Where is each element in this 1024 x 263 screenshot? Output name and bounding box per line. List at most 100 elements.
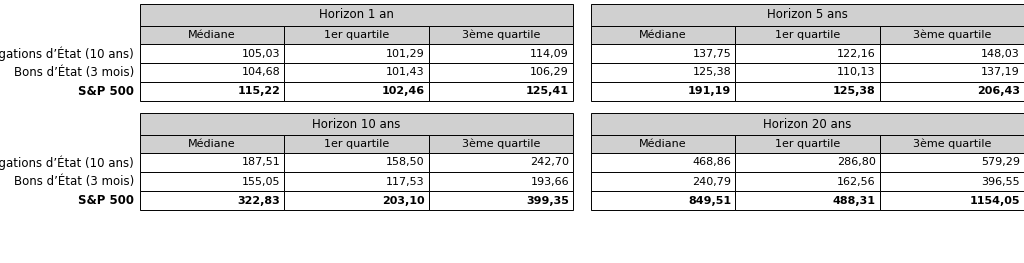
Text: 155,05: 155,05: [242, 176, 281, 186]
Bar: [591, 191, 735, 210]
Text: 3ème quartile: 3ème quartile: [912, 30, 991, 40]
Text: 110,13: 110,13: [838, 68, 876, 78]
Text: 102,46: 102,46: [382, 87, 425, 97]
Text: Médiane: Médiane: [188, 30, 236, 40]
Text: S&P 500: S&P 500: [78, 194, 134, 207]
Text: 125,38: 125,38: [692, 68, 731, 78]
Bar: [285, 82, 429, 101]
Bar: [429, 153, 573, 172]
Bar: [429, 63, 573, 82]
Text: 468,86: 468,86: [692, 158, 731, 168]
Bar: [880, 172, 1024, 191]
Text: 137,19: 137,19: [981, 68, 1020, 78]
Text: 1er quartile: 1er quartile: [775, 30, 840, 40]
Text: 1er quartile: 1er quartile: [775, 139, 840, 149]
Bar: [880, 135, 1024, 153]
Bar: [591, 26, 735, 44]
Text: 399,35: 399,35: [526, 195, 569, 205]
Text: 322,83: 322,83: [238, 195, 281, 205]
Text: 849,51: 849,51: [688, 195, 731, 205]
Bar: [140, 4, 573, 26]
Text: Horizon 10 ans: Horizon 10 ans: [312, 118, 400, 130]
Text: Horizon 5 ans: Horizon 5 ans: [767, 8, 848, 22]
Bar: [285, 135, 429, 153]
Text: 106,29: 106,29: [530, 68, 569, 78]
Bar: [735, 153, 880, 172]
Bar: [591, 44, 735, 63]
Bar: [880, 153, 1024, 172]
Text: 122,16: 122,16: [837, 48, 876, 58]
Text: Bons d’État (3 mois): Bons d’État (3 mois): [13, 175, 134, 188]
Bar: [140, 135, 285, 153]
Text: 3ème quartile: 3ème quartile: [462, 30, 540, 40]
Bar: [735, 63, 880, 82]
Bar: [140, 113, 573, 135]
Text: 125,41: 125,41: [526, 87, 569, 97]
Bar: [140, 153, 285, 172]
Text: 3ème quartile: 3ème quartile: [462, 139, 540, 149]
Bar: [880, 82, 1024, 101]
Text: 1154,05: 1154,05: [970, 195, 1020, 205]
Text: 1er quartile: 1er quartile: [324, 139, 389, 149]
Text: Médiane: Médiane: [188, 139, 236, 149]
Text: 3ème quartile: 3ème quartile: [912, 139, 991, 149]
Bar: [140, 191, 285, 210]
Text: 396,55: 396,55: [981, 176, 1020, 186]
Text: 203,10: 203,10: [382, 195, 425, 205]
Text: 240,79: 240,79: [692, 176, 731, 186]
Bar: [140, 63, 285, 82]
Bar: [285, 153, 429, 172]
Text: 104,68: 104,68: [242, 68, 281, 78]
Text: 114,09: 114,09: [530, 48, 569, 58]
Text: 488,31: 488,31: [833, 195, 876, 205]
Bar: [735, 191, 880, 210]
Bar: [429, 172, 573, 191]
Bar: [591, 172, 735, 191]
Text: Obligations d’État (10 ans): Obligations d’État (10 ans): [0, 46, 134, 61]
Text: Médiane: Médiane: [639, 139, 687, 149]
Bar: [735, 172, 880, 191]
Text: 148,03: 148,03: [981, 48, 1020, 58]
Bar: [735, 26, 880, 44]
Bar: [285, 63, 429, 82]
Bar: [591, 82, 735, 101]
Bar: [285, 26, 429, 44]
Bar: [880, 26, 1024, 44]
Text: 187,51: 187,51: [242, 158, 281, 168]
Text: 579,29: 579,29: [981, 158, 1020, 168]
Bar: [140, 172, 285, 191]
Text: 242,70: 242,70: [530, 158, 569, 168]
Bar: [285, 44, 429, 63]
Text: 115,22: 115,22: [238, 87, 281, 97]
Bar: [285, 172, 429, 191]
Bar: [429, 44, 573, 63]
Text: 137,75: 137,75: [692, 48, 731, 58]
Text: 286,80: 286,80: [837, 158, 876, 168]
Text: 1er quartile: 1er quartile: [324, 30, 389, 40]
Bar: [140, 26, 285, 44]
Text: 191,19: 191,19: [688, 87, 731, 97]
Bar: [880, 63, 1024, 82]
Text: 105,03: 105,03: [242, 48, 281, 58]
Text: 101,43: 101,43: [386, 68, 425, 78]
Text: 158,50: 158,50: [386, 158, 425, 168]
Text: 206,43: 206,43: [977, 87, 1020, 97]
Bar: [735, 135, 880, 153]
Text: Horizon 20 ans: Horizon 20 ans: [763, 118, 852, 130]
Bar: [735, 82, 880, 101]
Text: 101,29: 101,29: [386, 48, 425, 58]
Bar: [140, 82, 285, 101]
Bar: [591, 153, 735, 172]
Text: Horizon 1 an: Horizon 1 an: [319, 8, 394, 22]
Bar: [735, 44, 880, 63]
Text: Médiane: Médiane: [639, 30, 687, 40]
Text: 193,66: 193,66: [530, 176, 569, 186]
Text: 125,38: 125,38: [833, 87, 876, 97]
Bar: [591, 135, 735, 153]
Bar: [591, 4, 1024, 26]
Bar: [429, 191, 573, 210]
Bar: [140, 44, 285, 63]
Text: S&P 500: S&P 500: [78, 85, 134, 98]
Bar: [880, 44, 1024, 63]
Text: 117,53: 117,53: [386, 176, 425, 186]
